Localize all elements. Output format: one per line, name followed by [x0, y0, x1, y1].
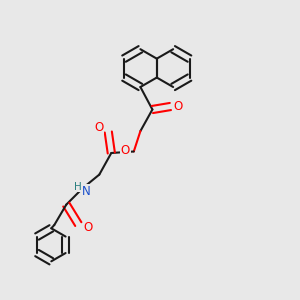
Text: H: H: [74, 182, 81, 192]
Text: O: O: [173, 100, 182, 113]
Text: O: O: [121, 143, 130, 157]
Text: N: N: [82, 184, 91, 198]
Text: O: O: [83, 220, 92, 234]
Text: O: O: [94, 121, 103, 134]
